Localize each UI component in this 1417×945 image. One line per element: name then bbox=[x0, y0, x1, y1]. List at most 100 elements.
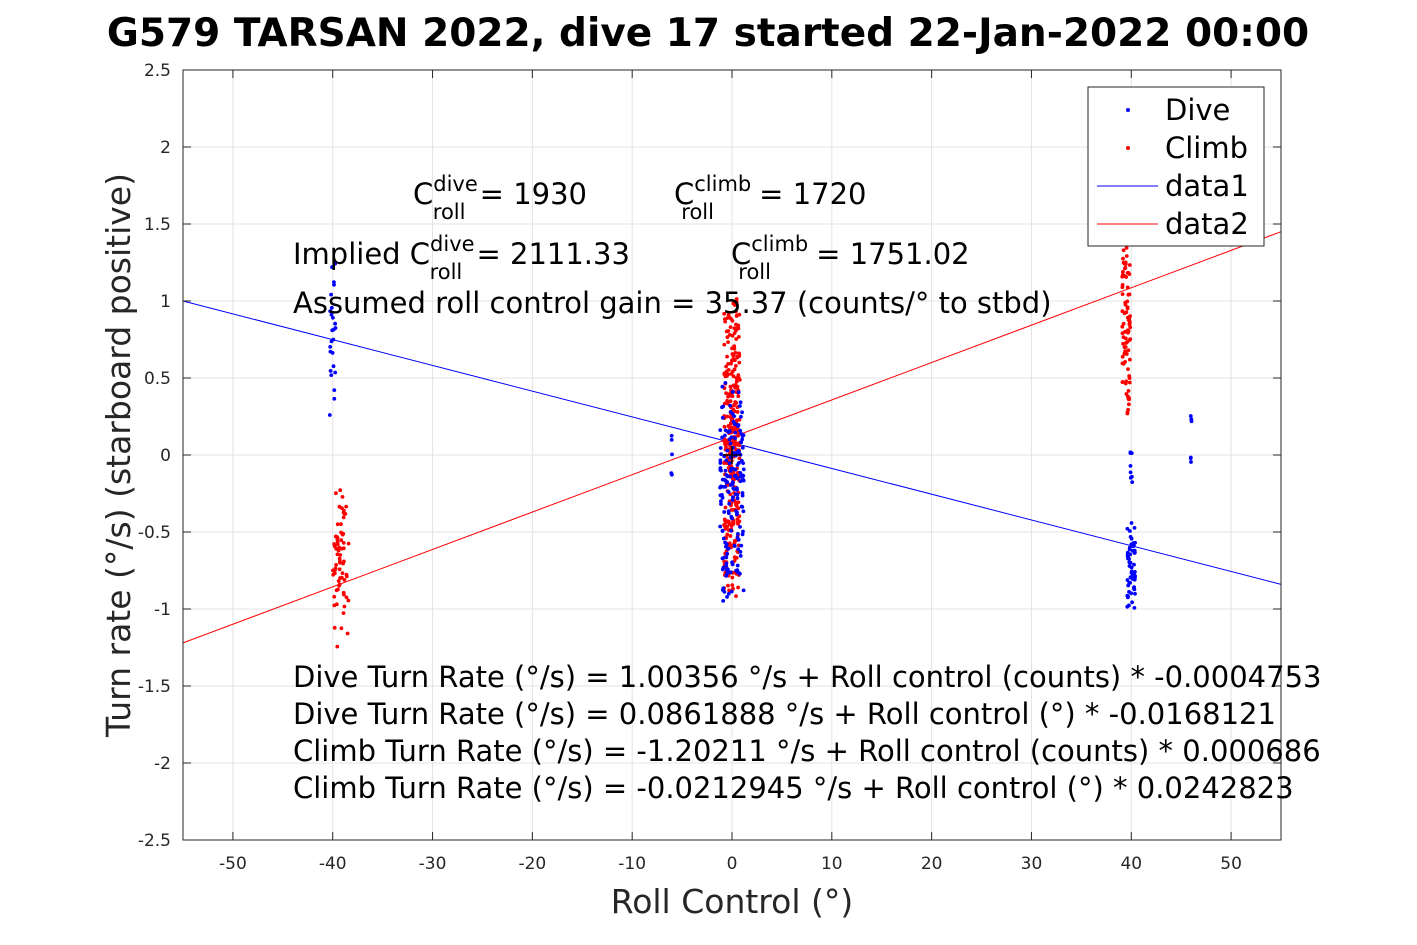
point-dive bbox=[728, 403, 732, 408]
point-climb bbox=[729, 372, 734, 376]
legend-marker-dive bbox=[1126, 108, 1130, 112]
point-dive bbox=[1127, 557, 1131, 561]
point-dive bbox=[733, 473, 738, 478]
point-climb bbox=[338, 560, 342, 565]
point-climb bbox=[332, 603, 337, 608]
point-climb bbox=[339, 522, 343, 526]
point-climb bbox=[723, 319, 728, 324]
point-climb bbox=[737, 417, 742, 422]
point-dive bbox=[1127, 547, 1132, 552]
point-climb bbox=[737, 377, 742, 382]
point-dive bbox=[741, 529, 745, 534]
point-dive bbox=[329, 292, 333, 297]
point-climb bbox=[1126, 270, 1131, 275]
point-climb bbox=[339, 626, 344, 631]
point-dive bbox=[721, 536, 726, 541]
x-tick-label: -40 bbox=[319, 854, 347, 874]
point-climb bbox=[341, 590, 346, 595]
point-climb bbox=[336, 579, 341, 583]
point-dive bbox=[735, 568, 740, 572]
point-climb bbox=[1127, 380, 1132, 385]
point-climb bbox=[726, 424, 731, 428]
point-dive bbox=[739, 458, 744, 463]
point-climb bbox=[732, 384, 737, 388]
point-climb bbox=[732, 367, 737, 372]
point-climb bbox=[1121, 321, 1126, 326]
point-dive bbox=[1132, 577, 1137, 582]
point-dive bbox=[735, 510, 739, 515]
point-dive bbox=[740, 505, 745, 509]
x-axis-label: Roll Control (°) bbox=[611, 882, 854, 921]
point-dive bbox=[720, 493, 724, 497]
point-dive bbox=[1129, 521, 1134, 525]
point-dive bbox=[723, 468, 728, 473]
point-dive bbox=[329, 339, 334, 344]
point-climb bbox=[733, 400, 738, 404]
point-climb bbox=[734, 594, 738, 598]
point-dive bbox=[738, 400, 743, 405]
point-dive bbox=[723, 381, 728, 385]
point-climb bbox=[736, 585, 740, 590]
point-climb bbox=[734, 441, 739, 446]
point-climb bbox=[1126, 329, 1131, 334]
point-climb bbox=[1124, 254, 1129, 258]
point-dive bbox=[333, 321, 337, 326]
point-climb bbox=[730, 583, 735, 587]
point-dive bbox=[332, 396, 337, 401]
point-dive bbox=[738, 474, 743, 479]
point-climb bbox=[730, 394, 735, 398]
point-climb bbox=[1121, 335, 1126, 340]
point-dive bbox=[741, 478, 746, 483]
point-dive bbox=[1132, 586, 1136, 591]
point-climb bbox=[1123, 345, 1128, 349]
point-climb bbox=[331, 572, 336, 577]
point-climb bbox=[1127, 263, 1132, 267]
point-climb bbox=[341, 611, 346, 615]
point-dive bbox=[738, 479, 743, 484]
point-dive bbox=[329, 312, 334, 317]
point-dive bbox=[736, 532, 740, 536]
x-axis-ticks: -50 -40 -30 -20 -10 0 10 20 30 40 50 bbox=[219, 70, 1242, 874]
point-climb bbox=[1128, 325, 1133, 330]
point-dive bbox=[328, 349, 333, 354]
point-dive bbox=[721, 599, 726, 603]
point-climb bbox=[722, 311, 727, 316]
y-tick-label: 0.5 bbox=[144, 369, 171, 389]
point-dive bbox=[1126, 583, 1131, 588]
point-dive bbox=[669, 471, 674, 475]
point-dive bbox=[719, 502, 723, 506]
point-dive bbox=[725, 551, 730, 556]
point-dive bbox=[1188, 414, 1193, 418]
point-climb bbox=[735, 384, 740, 389]
point-dive bbox=[727, 429, 732, 434]
point-climb bbox=[340, 546, 344, 551]
point-dive bbox=[330, 265, 334, 269]
point-climb bbox=[1126, 292, 1131, 297]
point-climb bbox=[1123, 300, 1128, 305]
point-climb bbox=[734, 314, 739, 318]
point-dive bbox=[1132, 543, 1136, 548]
point-climb bbox=[335, 522, 340, 527]
y-tick-label: -2 bbox=[154, 754, 171, 774]
point-dive bbox=[329, 305, 334, 310]
point-dive bbox=[740, 445, 745, 450]
point-dive bbox=[328, 309, 333, 313]
y-axis-label: Turn rate (°/s) (starboard positive) bbox=[99, 173, 138, 738]
annotation-coefficients: Cdive roll = 1930 Cclimb roll = 1720 Impli… bbox=[293, 172, 1052, 320]
point-dive bbox=[1128, 464, 1133, 468]
point-climb bbox=[731, 301, 736, 306]
point-climb bbox=[734, 502, 738, 507]
point-dive bbox=[736, 547, 741, 551]
point-dive bbox=[720, 405, 724, 410]
roll-gain-text: Assumed roll control gain = 35.37 (count… bbox=[293, 286, 1052, 320]
point-dive bbox=[1189, 419, 1194, 424]
point-climb bbox=[726, 340, 730, 344]
point-climb bbox=[1123, 351, 1128, 356]
x-tick-label: -20 bbox=[518, 854, 546, 874]
point-dive bbox=[724, 544, 728, 549]
x-tick-label: -50 bbox=[219, 854, 247, 874]
point-dive bbox=[332, 280, 336, 284]
point-dive bbox=[739, 543, 744, 548]
point-climb bbox=[344, 572, 349, 577]
point-climb bbox=[342, 604, 347, 609]
